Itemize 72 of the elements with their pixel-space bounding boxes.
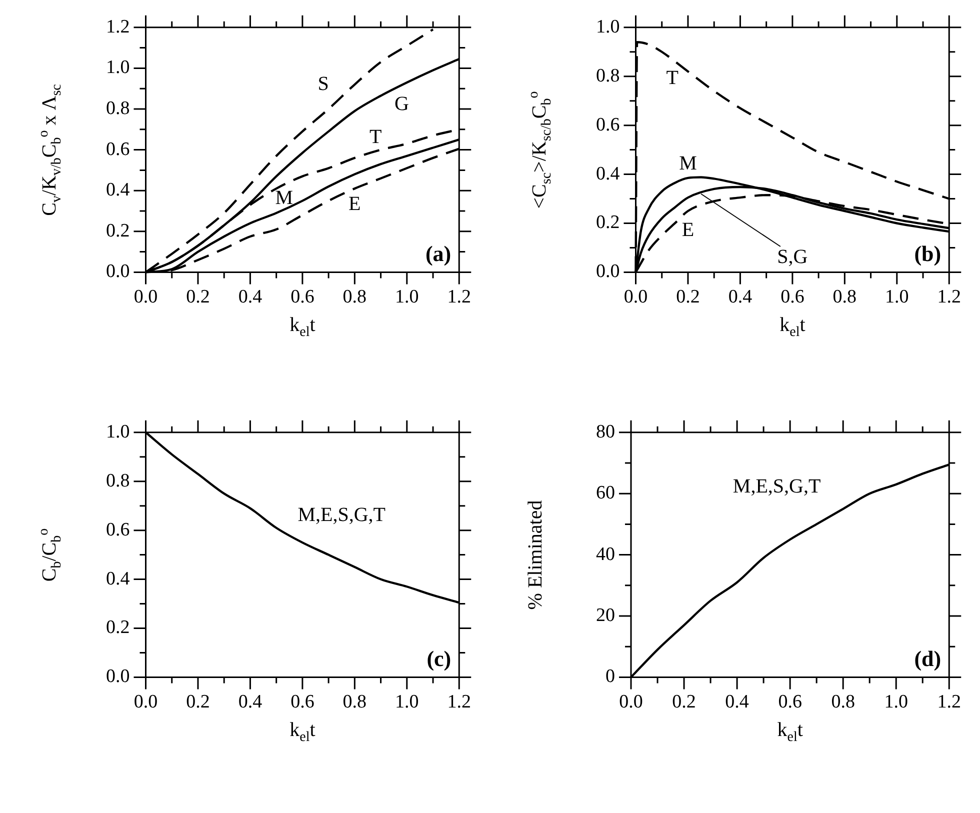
x-tick-label: 0.2 xyxy=(186,286,210,308)
y-tick-label: 0.2 xyxy=(596,212,620,234)
x-tick-label: 0.0 xyxy=(134,692,158,713)
x-tick-label: 0.2 xyxy=(186,692,210,713)
x-tick-label: 0.0 xyxy=(624,286,648,308)
x-tick-label: 0.4 xyxy=(725,692,750,713)
x-tick-label: 0.6 xyxy=(290,286,314,308)
y-tick-label: 80 xyxy=(596,421,615,442)
x-tick-label: 1.2 xyxy=(937,692,961,713)
x-tick-label: 0.2 xyxy=(676,286,700,308)
y-tick-label: 0.6 xyxy=(596,114,620,136)
y-tick-label: 1.0 xyxy=(106,421,130,442)
annotation: (b) xyxy=(914,240,942,266)
y-tick-label: 1.2 xyxy=(106,16,130,38)
x-tick-label: 0.0 xyxy=(134,286,158,308)
annotation: (c) xyxy=(426,646,452,671)
x-axis-title: k$_{el}$t xyxy=(290,314,316,342)
y-tick-label: 0.6 xyxy=(106,519,130,540)
x-tick-label: 1.0 xyxy=(395,286,419,308)
x-tick-label: 1.0 xyxy=(395,692,419,713)
x-tick-label: 0.4 xyxy=(728,286,753,308)
x-axis-title: k$_{el}$t xyxy=(290,719,316,746)
x-tick-label: 0.8 xyxy=(831,692,855,713)
x-tick-label: 0.6 xyxy=(778,692,802,713)
y-tick-label: 0.4 xyxy=(106,568,130,590)
x-tick-label: 0.6 xyxy=(780,286,804,308)
y-tick-label: 0.2 xyxy=(106,617,130,638)
series-label: T xyxy=(369,126,382,148)
y-tick-label: 0 xyxy=(606,666,615,688)
x-tick-label: 1.2 xyxy=(447,692,471,713)
x-tick-label: 1.0 xyxy=(885,286,909,308)
x-axis-title: k$_{el}$t xyxy=(780,314,806,342)
series-label: M,E,S,G,T xyxy=(298,504,386,526)
y-axis-title: % Eliminated xyxy=(524,500,548,610)
y-tick-label: 0.8 xyxy=(106,98,130,119)
text: S,G xyxy=(777,246,808,268)
x-tick-label: 0.4 xyxy=(238,692,263,713)
series-label: E xyxy=(348,193,361,216)
series-label: E xyxy=(682,218,694,241)
x-tick-label: 0.8 xyxy=(342,692,367,713)
y-tick-label: 40 xyxy=(596,544,615,565)
y-tick-label: 0.0 xyxy=(106,666,130,688)
y-tick-label: 0.8 xyxy=(106,470,130,492)
y-tick-label: 60 xyxy=(596,482,615,504)
y-tick-label: 0.4 xyxy=(106,180,130,201)
x-tick-label: 1.0 xyxy=(884,692,908,713)
x-tick-label: 0.0 xyxy=(619,692,643,713)
x-tick-label: 0.8 xyxy=(342,286,367,308)
y-tick-label: 1.0 xyxy=(596,16,620,38)
x-tick-label: 1.2 xyxy=(447,286,471,308)
y-tick-label: 0.0 xyxy=(106,261,130,282)
y-tick-label: 1.0 xyxy=(106,57,130,78)
y-tick-label: 0.8 xyxy=(596,65,620,86)
series-label: G xyxy=(394,93,409,116)
x-tick-label: 1.2 xyxy=(937,286,961,308)
y-tick-label: 0.6 xyxy=(106,138,130,160)
series-label: M xyxy=(275,187,294,210)
y-tick-label: 0.0 xyxy=(596,261,620,282)
series-label: M,E,S,G,T xyxy=(732,476,821,498)
series-label: T xyxy=(666,67,678,90)
y-tick-label: 0.4 xyxy=(596,163,620,184)
x-axis-title: k$_{el}$t xyxy=(777,719,803,746)
x-tick-label: 0.4 xyxy=(238,286,263,308)
annotation: (a) xyxy=(425,240,452,266)
y-tick-label: 0.2 xyxy=(106,220,130,242)
series-label: S xyxy=(318,72,329,95)
y-tick-label: 20 xyxy=(596,604,615,626)
x-tick-label: 0.2 xyxy=(672,692,696,713)
annotation: (d) xyxy=(914,646,942,671)
x-tick-label: 0.8 xyxy=(832,286,857,308)
series-label: M xyxy=(679,152,698,175)
x-tick-label: 0.6 xyxy=(290,692,314,713)
